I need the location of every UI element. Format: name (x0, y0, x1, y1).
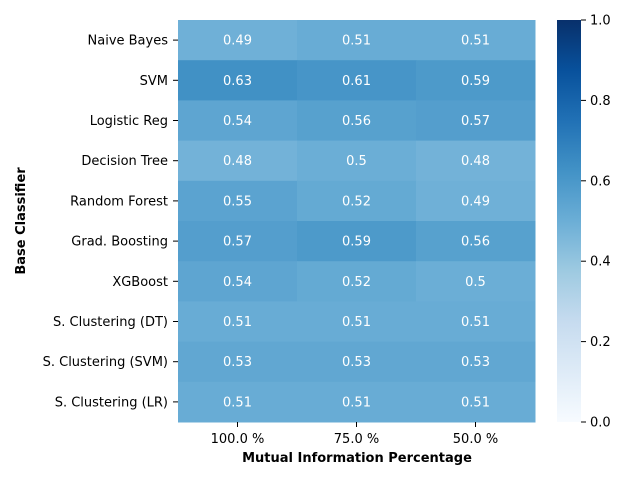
cell-value-label: 0.57 (223, 235, 252, 250)
heatmap-cell (297, 261, 417, 302)
heatmap-cell (178, 20, 298, 61)
x-tick-label: 100.0 % (211, 432, 265, 447)
heatmap-cell (297, 221, 417, 262)
heatmap-cell (416, 60, 536, 101)
heatmap-cell (416, 221, 536, 262)
x-axis-title: Mutual Information Percentage (242, 451, 472, 466)
cell-value-label: 0.48 (223, 154, 252, 169)
heatmap-cell (416, 20, 536, 61)
x-tick-label: 50.0 % (453, 432, 498, 447)
heatmap-cell (178, 140, 298, 182)
y-tick-label: SVM (140, 74, 168, 89)
heatmap-cell (416, 381, 536, 423)
heatmap-cell (297, 60, 417, 101)
y-axis-tick-labels: Naive Bayes SVM Logistic Reg Decision Tree R… (43, 34, 178, 410)
colorbar-tick-label: 0.6 (590, 174, 611, 189)
heatmap-cell (297, 341, 417, 383)
cell-value-label: 0.51 (461, 315, 490, 330)
heatmap-cell (178, 341, 298, 383)
heatmap-cell (178, 221, 298, 262)
heatmap-cell (178, 180, 298, 222)
heatmap-cell (416, 140, 536, 182)
cell-value-label: 0.54 (223, 275, 252, 290)
heatmap-cells (178, 20, 536, 423)
colorbar-tick-label: 0.2 (590, 335, 611, 350)
colorbar-tick-labels: 0.0 0.2 0.4 0.6 0.8 1.0 (581, 14, 611, 431)
y-tick-label: S. Clustering (SVM) (43, 355, 168, 370)
heatmap-cell (178, 100, 298, 142)
cell-value-label: 0.51 (342, 315, 371, 330)
cell-value-label: 0.49 (461, 194, 490, 209)
y-tick-label: Naive Bayes (88, 34, 169, 49)
colorbar (557, 20, 581, 422)
y-tick-label: Logistic Reg (90, 114, 168, 129)
cell-value-label: 0.53 (461, 355, 490, 370)
colorbar-tick-label: 0.4 (590, 255, 611, 270)
colorbar-tick-label: 0.8 (590, 94, 611, 109)
y-tick-label: Decision Tree (81, 154, 168, 169)
cell-value-label: 0.51 (461, 395, 490, 410)
cell-value-label: 0.57 (461, 114, 490, 129)
heatmap-cell (178, 60, 298, 101)
cell-value-label: 0.51 (461, 34, 490, 49)
cell-value-label: 0.53 (342, 355, 371, 370)
heatmap-cell (416, 100, 536, 142)
heatmap-cell (297, 20, 417, 61)
cell-value-label: 0.59 (461, 74, 490, 89)
cell-value-label: 0.48 (461, 154, 490, 169)
heatmap-cell (416, 341, 536, 383)
cell-value-label: 0.61 (342, 74, 371, 89)
heatmap-cell-labels: 0.49 0.51 0.51 0.63 0.61 0.59 0.54 0.56 0.57 0.48… (223, 34, 490, 411)
cell-value-label: 0.5 (465, 275, 486, 290)
colorbar-tick-label: 0.0 (590, 416, 611, 431)
cell-value-label: 0.51 (223, 395, 252, 410)
cell-value-label: 0.63 (223, 74, 252, 89)
cell-value-label: 0.5 (346, 154, 367, 169)
cell-value-label: 0.59 (342, 235, 371, 250)
heatmap-cell (178, 381, 298, 423)
y-tick-label: XGBoost (112, 275, 168, 290)
heatmap-cell (416, 261, 536, 302)
x-axis-tick-labels: 100.0 % 75.0 % 50.0 % (211, 422, 498, 447)
cell-value-label: 0.55 (223, 194, 252, 209)
y-tick-label: Random Forest (70, 194, 168, 209)
heatmap-cell (178, 301, 298, 343)
cell-value-label: 0.51 (342, 395, 371, 410)
y-tick-label: Grad. Boosting (71, 235, 168, 250)
cell-value-label: 0.53 (223, 355, 252, 370)
y-axis-title: Base Classifier (14, 167, 29, 275)
cell-value-label: 0.49 (223, 34, 252, 49)
heatmap-cell (297, 180, 417, 222)
heatmap-cell (416, 301, 536, 343)
cell-value-label: 0.54 (223, 114, 252, 129)
heatmap-cell (178, 261, 298, 302)
cell-value-label: 0.52 (342, 194, 371, 209)
cell-value-label: 0.56 (342, 114, 371, 129)
colorbar-tick-label: 1.0 (590, 14, 611, 29)
y-tick-label: S. Clustering (DT) (53, 315, 168, 330)
cell-value-label: 0.51 (223, 315, 252, 330)
cell-value-label: 0.52 (342, 275, 371, 290)
heatmap-cell (297, 100, 417, 142)
y-tick-label: S. Clustering (LR) (55, 395, 168, 410)
cell-value-label: 0.56 (461, 235, 490, 250)
x-tick-label: 75.0 % (334, 432, 379, 447)
heatmap-cell (297, 381, 417, 423)
heatmap-cell (297, 140, 417, 182)
cell-value-label: 0.51 (342, 34, 371, 49)
heatmap-cell (416, 180, 536, 222)
heatmap-cell (297, 301, 417, 343)
